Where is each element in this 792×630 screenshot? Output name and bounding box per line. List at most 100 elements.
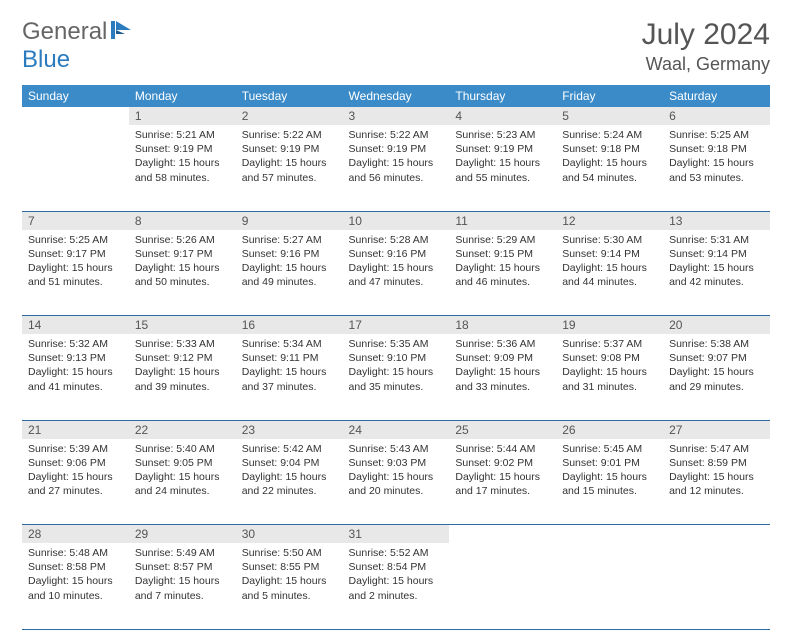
day-cell-content: Sunrise: 5:44 AMSunset: 9:02 PMDaylight:…	[449, 439, 556, 505]
day-cell-content: Sunrise: 5:49 AMSunset: 8:57 PMDaylight:…	[129, 543, 236, 609]
day-cell: Sunrise: 5:40 AMSunset: 9:05 PMDaylight:…	[129, 439, 236, 525]
day-cell: Sunrise: 5:29 AMSunset: 9:15 PMDaylight:…	[449, 230, 556, 316]
day-number: 16	[236, 316, 343, 335]
day-cell	[663, 543, 770, 629]
day-number: 31	[343, 525, 450, 544]
day-cell: Sunrise: 5:52 AMSunset: 8:54 PMDaylight:…	[343, 543, 450, 629]
day-cell-content: Sunrise: 5:48 AMSunset: 8:58 PMDaylight:…	[22, 543, 129, 609]
day-cell-content: Sunrise: 5:25 AMSunset: 9:17 PMDaylight:…	[22, 230, 129, 296]
day-cell: Sunrise: 5:47 AMSunset: 8:59 PMDaylight:…	[663, 439, 770, 525]
day-number: 1	[129, 107, 236, 125]
day-cell-content: Sunrise: 5:22 AMSunset: 9:19 PMDaylight:…	[236, 125, 343, 191]
day-number: 14	[22, 316, 129, 335]
day-number: 25	[449, 420, 556, 439]
day-cell: Sunrise: 5:22 AMSunset: 9:19 PMDaylight:…	[343, 125, 450, 211]
day-number: 9	[236, 211, 343, 230]
day-cell-content: Sunrise: 5:42 AMSunset: 9:04 PMDaylight:…	[236, 439, 343, 505]
weekday-header: Wednesday	[343, 85, 450, 107]
day-cell: Sunrise: 5:28 AMSunset: 9:16 PMDaylight:…	[343, 230, 450, 316]
day-cell: Sunrise: 5:39 AMSunset: 9:06 PMDaylight:…	[22, 439, 129, 525]
day-cell: Sunrise: 5:23 AMSunset: 9:19 PMDaylight:…	[449, 125, 556, 211]
day-cell-content: Sunrise: 5:23 AMSunset: 9:19 PMDaylight:…	[449, 125, 556, 191]
logo: General	[22, 18, 133, 46]
day-number: 11	[449, 211, 556, 230]
day-cell-content: Sunrise: 5:50 AMSunset: 8:55 PMDaylight:…	[236, 543, 343, 609]
day-number	[556, 525, 663, 544]
day-cell-content: Sunrise: 5:40 AMSunset: 9:05 PMDaylight:…	[129, 439, 236, 505]
day-cell: Sunrise: 5:49 AMSunset: 8:57 PMDaylight:…	[129, 543, 236, 629]
day-cell: Sunrise: 5:34 AMSunset: 9:11 PMDaylight:…	[236, 334, 343, 420]
weekday-header: Sunday	[22, 85, 129, 107]
day-cell-content: Sunrise: 5:52 AMSunset: 8:54 PMDaylight:…	[343, 543, 450, 609]
day-number: 12	[556, 211, 663, 230]
day-number-row: 21222324252627	[22, 420, 770, 439]
day-number: 15	[129, 316, 236, 335]
calendar-table: SundayMondayTuesdayWednesdayThursdayFrid…	[22, 85, 770, 630]
day-cell: Sunrise: 5:44 AMSunset: 9:02 PMDaylight:…	[449, 439, 556, 525]
day-cell	[22, 125, 129, 211]
logo-text-blue: Blue	[22, 46, 70, 74]
day-number: 27	[663, 420, 770, 439]
day-cell	[556, 543, 663, 629]
day-cell: Sunrise: 5:26 AMSunset: 9:17 PMDaylight:…	[129, 230, 236, 316]
day-cell: Sunrise: 5:37 AMSunset: 9:08 PMDaylight:…	[556, 334, 663, 420]
day-data-row: Sunrise: 5:25 AMSunset: 9:17 PMDaylight:…	[22, 230, 770, 316]
day-number: 4	[449, 107, 556, 125]
day-cell-content: Sunrise: 5:45 AMSunset: 9:01 PMDaylight:…	[556, 439, 663, 505]
day-cell: Sunrise: 5:31 AMSunset: 9:14 PMDaylight:…	[663, 230, 770, 316]
day-cell: Sunrise: 5:22 AMSunset: 9:19 PMDaylight:…	[236, 125, 343, 211]
day-number: 7	[22, 211, 129, 230]
day-cell: Sunrise: 5:24 AMSunset: 9:18 PMDaylight:…	[556, 125, 663, 211]
day-number	[663, 525, 770, 544]
day-number: 10	[343, 211, 450, 230]
location: Waal, Germany	[642, 54, 770, 75]
day-cell: Sunrise: 5:45 AMSunset: 9:01 PMDaylight:…	[556, 439, 663, 525]
day-cell-content: Sunrise: 5:30 AMSunset: 9:14 PMDaylight:…	[556, 230, 663, 296]
day-cell-content: Sunrise: 5:22 AMSunset: 9:19 PMDaylight:…	[343, 125, 450, 191]
day-number: 6	[663, 107, 770, 125]
day-cell-content: Sunrise: 5:37 AMSunset: 9:08 PMDaylight:…	[556, 334, 663, 400]
day-number-row: 14151617181920	[22, 316, 770, 335]
day-number-row: 78910111213	[22, 211, 770, 230]
day-data-row: Sunrise: 5:39 AMSunset: 9:06 PMDaylight:…	[22, 439, 770, 525]
day-data-row: Sunrise: 5:32 AMSunset: 9:13 PMDaylight:…	[22, 334, 770, 420]
logo-flag-icon	[111, 18, 133, 46]
day-number: 17	[343, 316, 450, 335]
day-cell-content: Sunrise: 5:24 AMSunset: 9:18 PMDaylight:…	[556, 125, 663, 191]
day-cell-content: Sunrise: 5:25 AMSunset: 9:18 PMDaylight:…	[663, 125, 770, 191]
day-number: 18	[449, 316, 556, 335]
day-cell: Sunrise: 5:21 AMSunset: 9:19 PMDaylight:…	[129, 125, 236, 211]
day-number	[22, 107, 129, 125]
weekday-header-row: SundayMondayTuesdayWednesdayThursdayFrid…	[22, 85, 770, 107]
title-block: July 2024 Waal, Germany	[642, 18, 770, 75]
day-number: 26	[556, 420, 663, 439]
day-cell-content: Sunrise: 5:31 AMSunset: 9:14 PMDaylight:…	[663, 230, 770, 296]
day-number: 29	[129, 525, 236, 544]
day-cell: Sunrise: 5:25 AMSunset: 9:18 PMDaylight:…	[663, 125, 770, 211]
day-number-row: 28293031	[22, 525, 770, 544]
day-cell-content: Sunrise: 5:43 AMSunset: 9:03 PMDaylight:…	[343, 439, 450, 505]
day-cell-content: Sunrise: 5:26 AMSunset: 9:17 PMDaylight:…	[129, 230, 236, 296]
day-cell-content: Sunrise: 5:39 AMSunset: 9:06 PMDaylight:…	[22, 439, 129, 505]
day-cell: Sunrise: 5:30 AMSunset: 9:14 PMDaylight:…	[556, 230, 663, 316]
day-number: 23	[236, 420, 343, 439]
day-cell: Sunrise: 5:25 AMSunset: 9:17 PMDaylight:…	[22, 230, 129, 316]
logo-text-general: General	[22, 18, 107, 46]
day-cell: Sunrise: 5:50 AMSunset: 8:55 PMDaylight:…	[236, 543, 343, 629]
day-number-row: 123456	[22, 107, 770, 125]
day-cell-content: Sunrise: 5:29 AMSunset: 9:15 PMDaylight:…	[449, 230, 556, 296]
day-number: 20	[663, 316, 770, 335]
day-cell: Sunrise: 5:36 AMSunset: 9:09 PMDaylight:…	[449, 334, 556, 420]
day-data-row: Sunrise: 5:21 AMSunset: 9:19 PMDaylight:…	[22, 125, 770, 211]
day-cell-content: Sunrise: 5:38 AMSunset: 9:07 PMDaylight:…	[663, 334, 770, 400]
day-cell: Sunrise: 5:48 AMSunset: 8:58 PMDaylight:…	[22, 543, 129, 629]
header: General July 2024 Waal, Germany	[22, 18, 770, 75]
day-number: 19	[556, 316, 663, 335]
day-number: 21	[22, 420, 129, 439]
day-cell-content: Sunrise: 5:36 AMSunset: 9:09 PMDaylight:…	[449, 334, 556, 400]
weekday-header: Monday	[129, 85, 236, 107]
day-number: 8	[129, 211, 236, 230]
day-number	[449, 525, 556, 544]
day-cell: Sunrise: 5:42 AMSunset: 9:04 PMDaylight:…	[236, 439, 343, 525]
day-cell-content: Sunrise: 5:32 AMSunset: 9:13 PMDaylight:…	[22, 334, 129, 400]
